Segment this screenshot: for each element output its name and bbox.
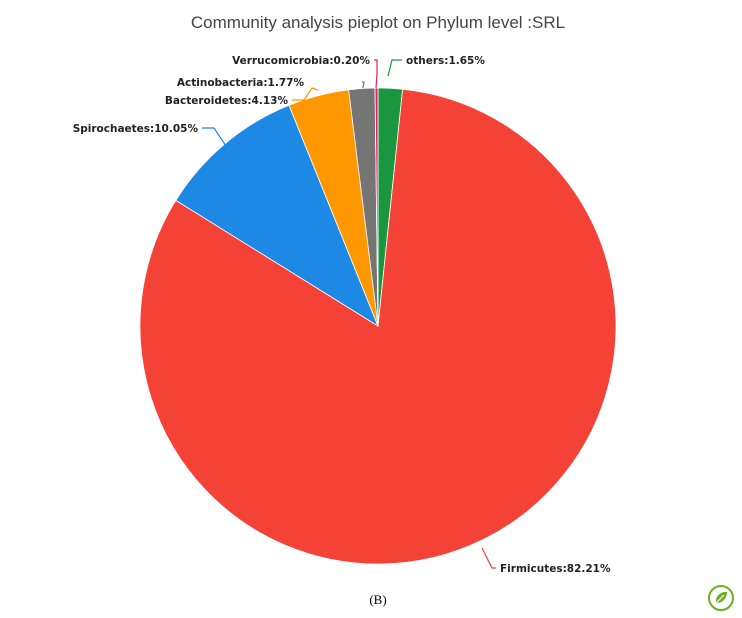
label-leader-lines	[202, 59, 496, 569]
slice-label-spirochaetes: Spirochaetes:10.05%	[73, 123, 199, 135]
pie-slices	[139, 87, 617, 565]
leader-line-firmicutes	[481, 547, 496, 569]
slice-labels: others:1.65% Firmicutes:82.21% Spirochaete…	[73, 55, 611, 575]
slice-label-others: others:1.65%	[406, 55, 485, 67]
slice-label-verrucomicrobia: Verrucomicrobia:0.20%	[232, 55, 370, 67]
slice-label-actinobacteria: Actinobacteria:1.77%	[177, 77, 305, 89]
publisher-leaf-logo-icon	[708, 585, 734, 611]
chart-title: Community analysis pieplot on Phylum lev…	[191, 13, 565, 32]
leader-line-others	[387, 59, 402, 77]
leader-line-actinobacteria	[362, 81, 365, 89]
panel-label: (B)	[369, 592, 386, 607]
leader-line-verrucomicrobia	[374, 59, 378, 89]
leader-line-spirochaetes	[202, 127, 227, 147]
slice-label-firmicutes: Firmicutes:82.21%	[500, 563, 611, 575]
slice-label-bacteroidetes: Bacteroidetes:4.13%	[165, 95, 289, 107]
leader-line-bacteroidetes	[292, 87, 319, 101]
pie-slice-firmicutes	[139, 88, 617, 565]
